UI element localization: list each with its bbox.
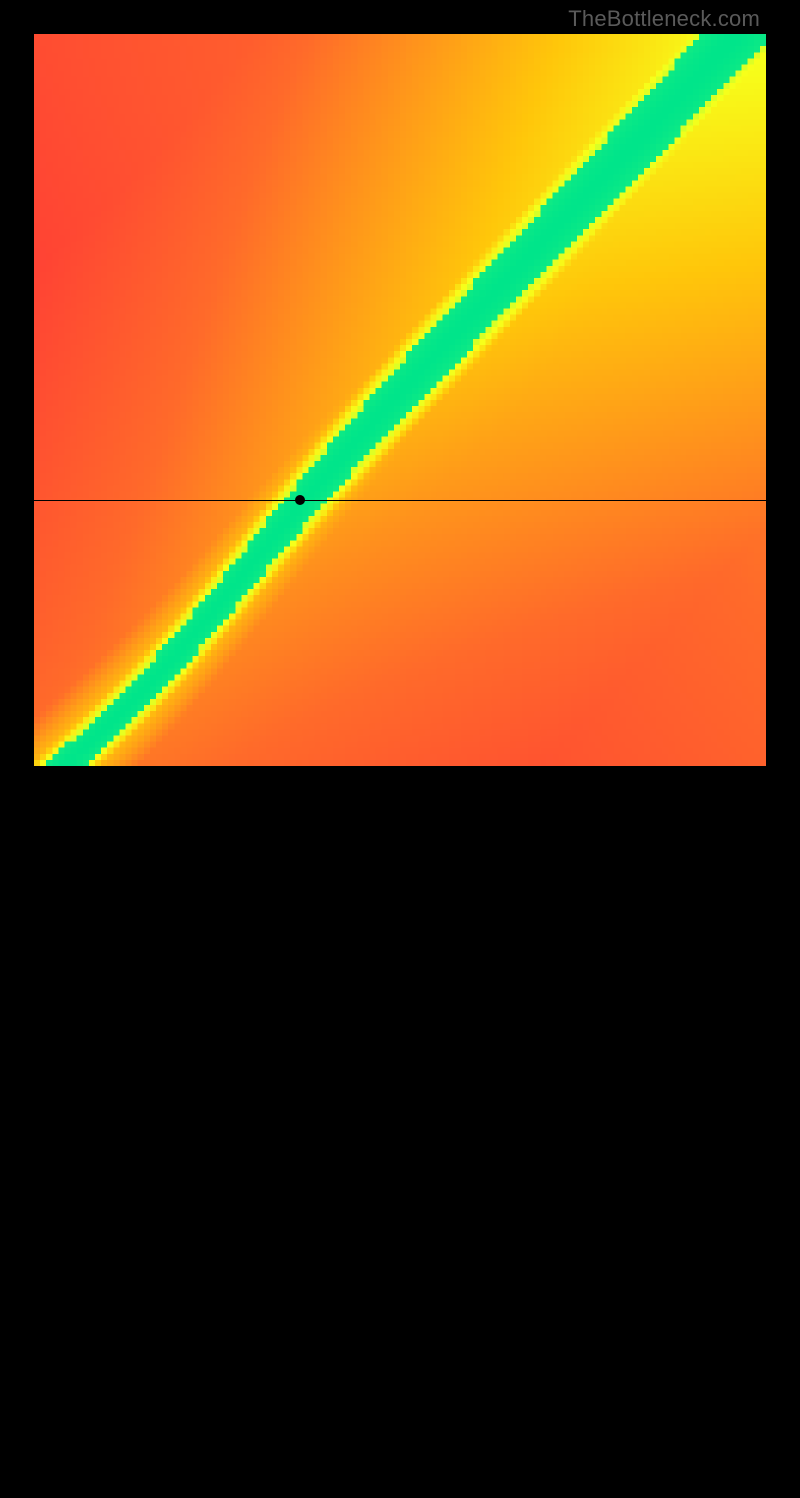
crosshair-marker [295, 495, 305, 505]
heatmap-canvas [34, 34, 766, 766]
crosshair-vertical [300, 766, 301, 1498]
bottleneck-heatmap [34, 34, 766, 766]
attribution-text: TheBottleneck.com [568, 6, 760, 32]
crosshair-horizontal [34, 500, 766, 501]
